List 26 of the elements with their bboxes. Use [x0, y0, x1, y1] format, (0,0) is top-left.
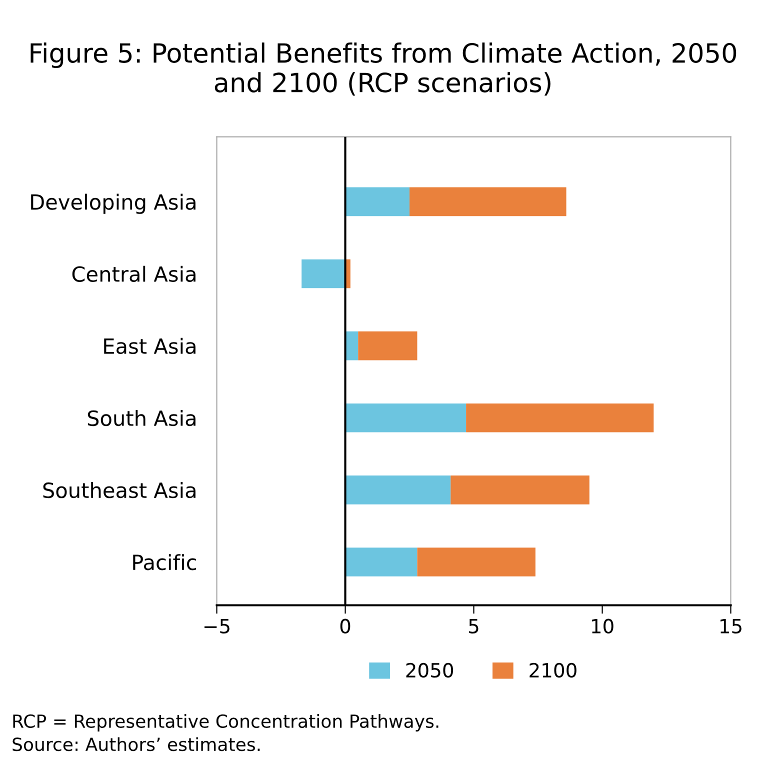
bar [358, 331, 418, 360]
y-tick-label: Central Asia [72, 266, 196, 282]
x-tick-label: 10 [592, 618, 614, 634]
x-tick-label: 0 [340, 618, 350, 634]
bar [450, 476, 590, 504]
y-tick-label: Pacific [133, 554, 196, 570]
x-tick-label: 5 [469, 619, 478, 634]
x-tick-label: −5 [204, 619, 230, 634]
bar [466, 403, 654, 432]
text: RCP = Representative Concentration Pathways. [13, 714, 438, 732]
y-tick-label: Southeast Asia [43, 482, 196, 498]
y-tick-label: Developing Asia [31, 194, 196, 214]
bar [345, 476, 451, 504]
legend-label: 2100 [530, 662, 576, 678]
bar [345, 548, 418, 576]
bar [302, 259, 346, 288]
y-tick-label: East Asia [104, 338, 196, 354]
bar [417, 548, 536, 576]
chart-title: Figure 5: Potential Benefits from Climate Action, 2050 and 2100 (RCP scenarios) [30, 42, 736, 96]
bar [345, 187, 410, 216]
y-tick-label: South Asia [88, 410, 196, 426]
bar [345, 403, 466, 432]
source-note: Source: Authors’ estimates. [12, 737, 260, 752]
bar [410, 187, 566, 216]
x-tick-label: 15 [720, 619, 742, 634]
legend-label: 2050 [406, 662, 454, 678]
